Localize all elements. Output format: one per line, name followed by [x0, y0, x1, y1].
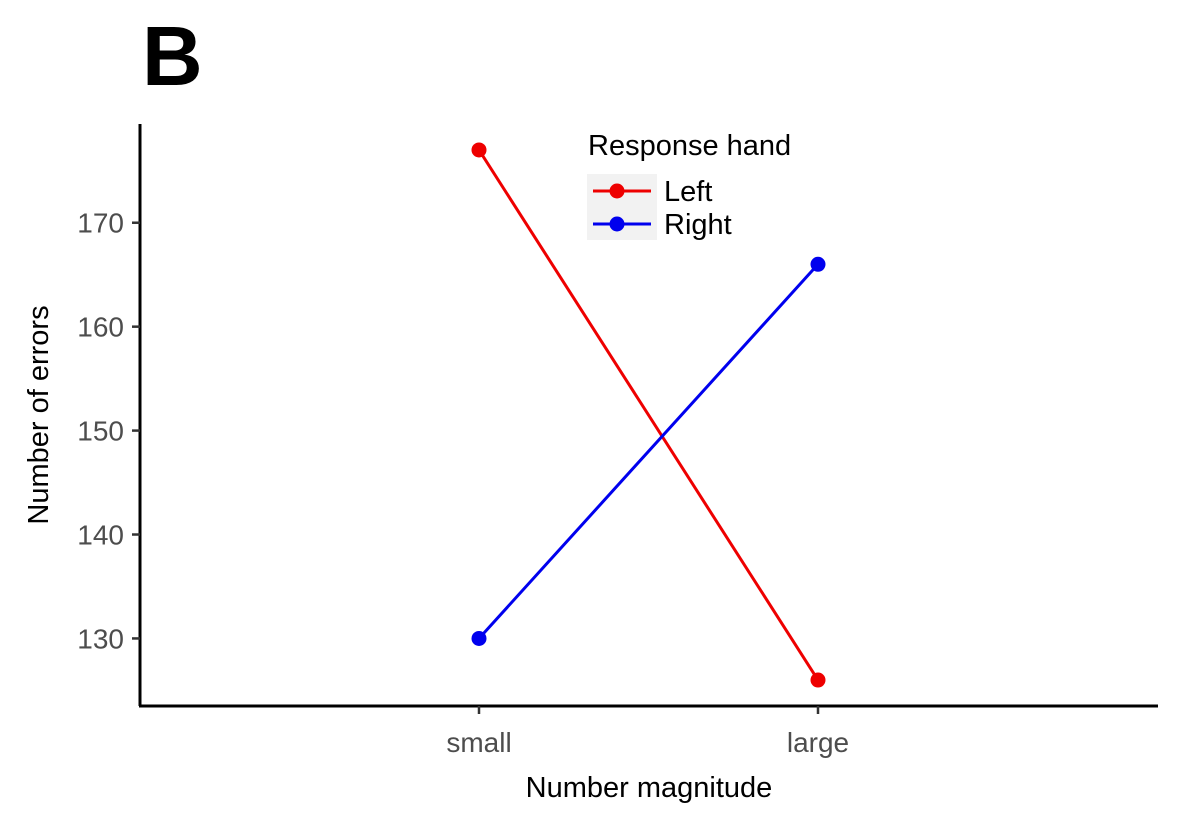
legend-key-point	[609, 216, 625, 232]
legend-label: Left	[664, 176, 712, 208]
panel-label: B	[142, 9, 203, 103]
y-tick-label: 130	[77, 623, 124, 654]
legend-title: Response hand	[588, 130, 791, 162]
x-tick-label-small: small	[446, 727, 511, 758]
y-tick-label: 170	[77, 208, 124, 239]
x-ticks: small large	[446, 706, 849, 758]
y-tick-label: 160	[77, 312, 124, 343]
series-layer	[471, 142, 826, 688]
axes	[138, 124, 1158, 708]
x-tick-label-large: large	[787, 727, 849, 758]
y-axis-title: Number of errors	[23, 305, 55, 524]
series-line-left	[477, 149, 820, 681]
series-right	[471, 256, 826, 646]
legend-label: Right	[664, 209, 732, 241]
y-tick-label: 140	[77, 520, 124, 551]
legend-key-point	[609, 183, 625, 199]
legend-item-left: Left	[593, 176, 712, 208]
data-point-right-small	[471, 630, 487, 646]
data-point-right-large	[810, 256, 826, 272]
series-line-right	[477, 263, 820, 640]
y-ticks: 130 140 150 160 170	[77, 208, 140, 654]
legend-item-right: Right	[593, 209, 732, 241]
data-point-left-large	[810, 672, 826, 688]
x-axis-title: Number magnitude	[526, 772, 773, 804]
data-point-left-small	[471, 142, 487, 158]
series-left	[471, 142, 826, 688]
y-tick-label: 150	[77, 416, 124, 447]
legend-key-background	[587, 174, 657, 240]
